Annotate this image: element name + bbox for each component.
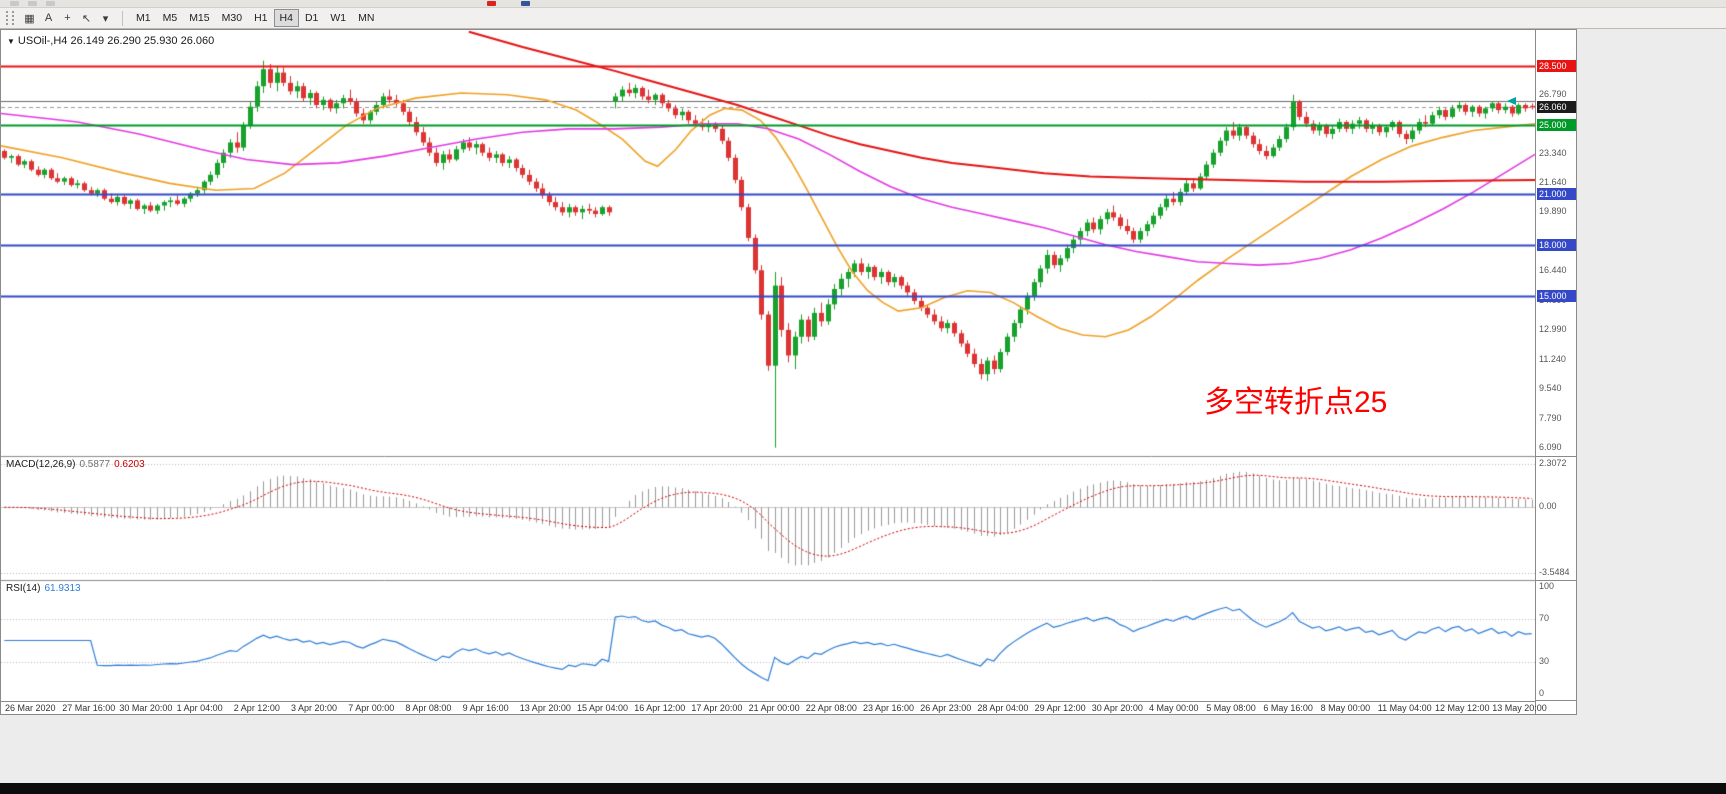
time-label: 29 Apr 12:00 (1034, 703, 1086, 713)
price-tick: 21.640 (1539, 177, 1567, 187)
time-axis[interactable]: 26 Mar 2020 27 Mar 16:00 30 Mar 20:00 1 Apr… (1, 701, 1547, 714)
price-tick: 7.790 (1539, 413, 1562, 423)
macd-tick: -3.5484 (1539, 567, 1570, 577)
main-toolbar: ▦ A + ↖ ▾ M1 M5 M15 M30 H1 H4 D1 W1 MN (0, 8, 1726, 29)
text-annotation-icon[interactable]: A (44, 12, 53, 24)
toolbar-fragment-icon[interactable] (46, 1, 55, 6)
time-label: 8 Apr 08:00 (405, 703, 452, 713)
timeframe-button-h4[interactable]: H4 (273, 9, 299, 27)
axis-separator (1536, 700, 1577, 701)
time-label: 22 Apr 08:00 (805, 703, 857, 713)
dropdown-caret-icon[interactable]: ▾ (102, 12, 109, 25)
toolbar-fragment-icon[interactable] (28, 1, 37, 6)
chart-window: ▼ USOil-,H4 26.149 26.290 25.930 26.060 M… (0, 29, 1577, 715)
time-label: 13 Apr 20:00 (519, 703, 571, 713)
time-label: 28 Apr 04:00 (977, 703, 1029, 713)
price-tick: 12.990 (1539, 324, 1567, 334)
rsi-name: RSI(14) (6, 583, 41, 594)
price-tick: 23.340 (1539, 148, 1567, 158)
time-label: 27 Mar 16:00 (62, 703, 116, 713)
toolbar-fragment-icon[interactable] (487, 1, 496, 6)
time-label: 2 Apr 12:00 (233, 703, 280, 713)
timeframe-button-d1[interactable]: D1 (304, 12, 319, 24)
time-label: 26 Apr 23:00 (920, 703, 972, 713)
price-tick: 11.240 (1539, 354, 1566, 364)
timeframe-button-mn[interactable]: MN (358, 12, 375, 24)
macd-label: MACD(12,26,9) 0.5877 0.6203 (6, 459, 145, 470)
price-arrow-icon (1507, 97, 1516, 105)
timeframe-button-m1[interactable]: M1 (136, 12, 151, 24)
price-level-badge: 21.000 (1537, 188, 1576, 200)
price-tick: 9.540 (1539, 383, 1562, 393)
macd-main-value: 0.5877 (79, 459, 111, 470)
time-label: 11 May 04:00 (1377, 703, 1432, 713)
macd-tick: 0.00 (1539, 501, 1557, 511)
time-label: 30 Mar 20:00 (119, 703, 173, 713)
chart-ohlc-title: ▼ USOil-,H4 26.149 26.290 25.930 26.060 (7, 35, 214, 47)
time-label: 8 May 00:00 (1320, 703, 1371, 713)
rsi-tick: 100 (1539, 581, 1555, 591)
macd-name: MACD(12,26,9) (6, 459, 76, 470)
timeframe-button-m5[interactable]: M5 (162, 12, 178, 24)
toolbar-fragment-icon[interactable] (10, 1, 19, 6)
price-axis[interactable]: 26.79023.34021.64019.89016.44014.69012.9… (1535, 30, 1577, 714)
current-price-badge: 26.060 (1537, 101, 1576, 113)
rsi-tick: 0 (1539, 688, 1545, 698)
time-label: 30 Apr 20:00 (1091, 703, 1143, 713)
time-label: 26 Mar 2020 (5, 703, 56, 713)
time-label: 4 May 00:00 (1149, 703, 1199, 713)
rsi-tick: 30 (1539, 656, 1550, 666)
toolbar-separator (122, 10, 123, 26)
timeframe-button-m30[interactable]: M30 (221, 12, 243, 24)
time-label: 17 Apr 20:00 (691, 703, 743, 713)
time-label: 15 Apr 04:00 (577, 703, 629, 713)
annotation-text: 多空转折点25 (1204, 386, 1388, 419)
chart-tools-group: ▦ A + ↖ ▾ (20, 9, 115, 28)
rsi-value: 61.9313 (44, 583, 81, 594)
price-tick: 16.440 (1539, 265, 1567, 275)
time-label: 16 Apr 12:00 (634, 703, 686, 713)
timeframe-button-m15[interactable]: M15 (189, 12, 210, 24)
price-tick: 6.090 (1539, 442, 1562, 452)
price-level-badge: 25.000 (1537, 119, 1576, 131)
timeframe-button-w1[interactable]: W1 (330, 12, 347, 24)
time-label: 1 Apr 04:00 (176, 703, 223, 713)
time-label: 21 Apr 00:00 (748, 703, 800, 713)
time-label: 13 May 20:00 (1492, 703, 1547, 713)
macd-signal-value: 0.6203 (114, 459, 145, 470)
crosshair-icon[interactable]: + (64, 12, 71, 24)
taskbar[interactable] (0, 783, 1726, 794)
timeframe-group: M1 M5 M15 M30 H1 H4 D1 W1 MN (130, 9, 380, 27)
workspace: ▼ USOil-,H4 26.149 26.290 25.930 26.060 M… (0, 29, 1726, 783)
price-tick: 19.890 (1539, 206, 1567, 216)
toolbar-grip[interactable] (6, 11, 14, 25)
symbol-period-label: USOil-,H4 (17, 35, 68, 47)
axis-separator (1536, 456, 1577, 457)
time-label: 9 Apr 16:00 (462, 703, 509, 713)
charts-grid-icon[interactable]: ▦ (24, 12, 35, 25)
price-level-badge: 28.500 (1537, 60, 1576, 72)
dropdown-arrow-icon[interactable]: ▼ (7, 37, 15, 46)
time-label: 7 Apr 00:00 (348, 703, 395, 713)
chart-plot[interactable] (1, 30, 1535, 701)
price-level-badge: 18.000 (1537, 239, 1576, 251)
time-label: 5 May 08:00 (1206, 703, 1256, 713)
toolbar-fragment-icon[interactable] (521, 1, 530, 6)
price-level-badge: 15.000 (1537, 290, 1576, 302)
macd-tick: 2.3072 (1539, 458, 1567, 468)
timeframe-button-h1[interactable]: H1 (254, 12, 268, 24)
axis-separator (1536, 580, 1577, 581)
time-label: 12 May 12:00 (1435, 703, 1490, 713)
time-label: 6 May 16:00 (1263, 703, 1313, 713)
rsi-label: RSI(14) 61.9313 (6, 583, 81, 594)
ohlc-values: 26.149 26.290 25.930 26.060 (70, 35, 215, 47)
price-tick: 26.790 (1539, 89, 1567, 99)
rsi-tick: 70 (1539, 613, 1550, 623)
toolbar-overflow-strip (0, 0, 1726, 8)
time-label: 23 Apr 16:00 (863, 703, 915, 713)
cursor-tool-icon[interactable]: ↖ (81, 12, 92, 25)
time-label: 3 Apr 20:00 (291, 703, 338, 713)
